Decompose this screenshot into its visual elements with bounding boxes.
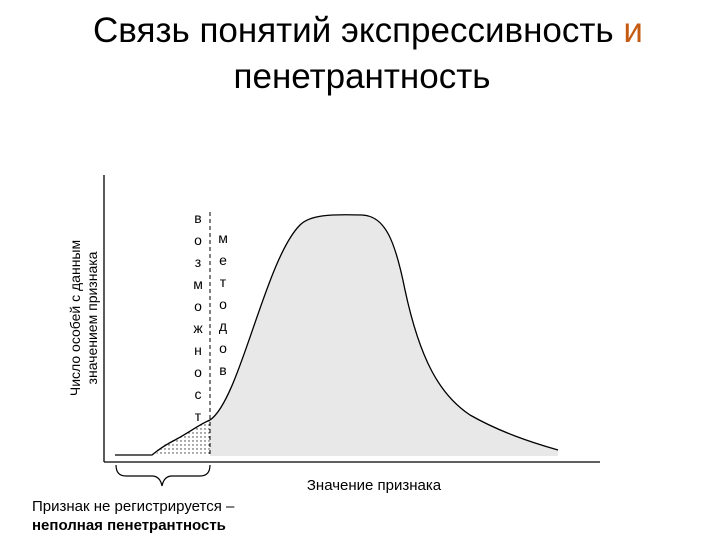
title-highlight: и bbox=[623, 11, 643, 50]
curve bbox=[115, 214, 559, 456]
title-text: Связь понятий экспрессивность bbox=[93, 11, 614, 50]
vertical-word: возможност bbox=[190, 210, 206, 430]
y-axis-label: Число особей с данным bbox=[67, 240, 83, 396]
brace bbox=[115, 464, 211, 487]
vertical-word: методов bbox=[215, 230, 231, 384]
note: Признак не регистрируется – bbox=[32, 498, 235, 515]
x-axis-label: Значение признака bbox=[307, 477, 442, 494]
curve-area bbox=[210, 214, 558, 456]
y-axis-label: значением признака bbox=[84, 251, 100, 384]
note: неполная пенетрантность bbox=[32, 517, 226, 534]
hidden-area bbox=[155, 420, 210, 456]
title-line: Связь понятий экспрессивность и bbox=[93, 11, 643, 50]
title-line: пенетрантность bbox=[234, 57, 491, 96]
